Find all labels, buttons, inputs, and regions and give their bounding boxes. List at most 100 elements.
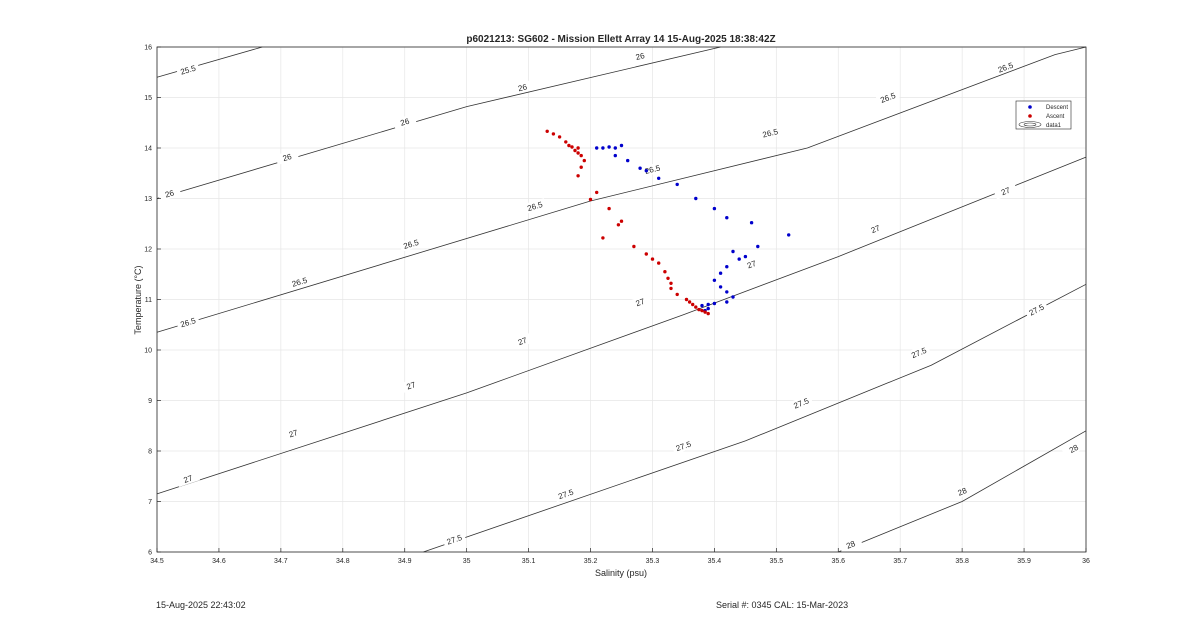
contour-label-bg bbox=[442, 531, 467, 548]
ascent-point bbox=[551, 132, 556, 136]
x-tick-label: 34.6 bbox=[212, 558, 226, 565]
descent-point bbox=[706, 306, 710, 311]
data-points bbox=[545, 129, 791, 316]
x-tick-label: 35 bbox=[463, 558, 471, 565]
contour-label-bg bbox=[281, 425, 306, 442]
contour-label-bg bbox=[906, 343, 931, 362]
contour-label: 26.5 bbox=[291, 276, 309, 289]
descent-point bbox=[712, 206, 717, 211]
legend-box bbox=[1015, 100, 1072, 130]
contour-label-bg bbox=[398, 235, 423, 252]
ascent-point bbox=[703, 310, 707, 314]
density-contours: 25.5262626262626.526.526.526.526.526.526… bbox=[156, 46, 1087, 554]
ascent-point bbox=[545, 129, 549, 133]
contour-label-bg bbox=[838, 535, 863, 554]
ascent-point bbox=[588, 197, 593, 202]
ascent-point bbox=[650, 257, 655, 261]
contour-label-bg bbox=[157, 185, 182, 202]
x-tick-label: 35.7 bbox=[893, 558, 907, 565]
contour-label: 27 bbox=[746, 259, 758, 271]
ascent-point bbox=[669, 286, 673, 291]
ascent-point bbox=[619, 219, 624, 223]
chart-title: p6021213: SG602 - Mission Ellett Array 1… bbox=[466, 34, 775, 45]
x-tick-label: 35.6 bbox=[831, 558, 845, 565]
contour-label-bg bbox=[392, 113, 417, 130]
y-tick-label: 13 bbox=[144, 196, 152, 203]
ascent-point bbox=[666, 276, 670, 280]
y-tick-label: 7 bbox=[148, 499, 152, 506]
legend-ascent-label: Ascent bbox=[1046, 114, 1065, 120]
ascent-point bbox=[684, 297, 689, 302]
x-tick-label: 36 bbox=[1082, 558, 1090, 565]
contour-label-bg bbox=[398, 377, 423, 394]
legend: Descent Ascent data1 bbox=[1015, 100, 1072, 130]
contour-label: 27 bbox=[870, 223, 882, 235]
footer-timestamp: 15-Aug-2025 22:43:02 bbox=[156, 600, 246, 610]
descent-point bbox=[626, 158, 630, 163]
ascent-point bbox=[579, 165, 583, 169]
ascent-point bbox=[663, 270, 667, 274]
x-tick-label: 35.3 bbox=[646, 558, 660, 565]
ascent-point bbox=[632, 244, 636, 249]
descent-point bbox=[675, 182, 679, 187]
contour-label: 25.5 bbox=[179, 64, 197, 77]
contour-label-bg bbox=[1024, 300, 1049, 320]
x-tick-label: 35.4 bbox=[708, 558, 722, 565]
y-tick-label: 16 bbox=[144, 45, 152, 52]
descent-point bbox=[706, 302, 710, 307]
contour-line-26.5 bbox=[156, 46, 1087, 333]
contour-label-bg bbox=[640, 161, 665, 177]
contour-line-27 bbox=[156, 156, 1087, 495]
ascent-point bbox=[616, 223, 621, 227]
footer-serial-cal: Serial #: 0345 CAL: 15-Mar-2023 bbox=[716, 600, 849, 610]
contour-label-bg bbox=[510, 332, 535, 350]
descent-point bbox=[725, 216, 729, 220]
contour-label: 27 bbox=[405, 380, 417, 391]
y-tick-label: 8 bbox=[148, 449, 152, 456]
ascent-point bbox=[576, 146, 580, 150]
descent-point bbox=[718, 271, 723, 275]
contour-label-bg bbox=[993, 182, 1018, 200]
x-tick-label: 34.9 bbox=[398, 558, 412, 565]
contour-label: 26.5 bbox=[526, 200, 544, 213]
contour-label-bg bbox=[758, 125, 783, 141]
contour-label-bg bbox=[175, 314, 200, 331]
descent-point bbox=[712, 278, 717, 282]
ascent-point bbox=[573, 148, 577, 153]
descent-point bbox=[638, 166, 642, 170]
contour-label-bg bbox=[875, 88, 900, 107]
descent-point bbox=[737, 257, 741, 261]
contour-label: 26 bbox=[635, 51, 646, 62]
contour-label: 26.5 bbox=[179, 316, 197, 329]
contour-label: 26 bbox=[282, 152, 294, 163]
ascent-point bbox=[564, 140, 568, 144]
contour-label: 26.5 bbox=[762, 127, 780, 140]
y-tick-label: 9 bbox=[148, 398, 152, 405]
x-tick-label: 35.5 bbox=[770, 558, 784, 565]
ascent-point bbox=[567, 143, 571, 148]
x-axis-label: Salinity (psu) bbox=[595, 568, 647, 578]
ascent-point bbox=[691, 302, 695, 307]
contour-label-bg bbox=[175, 470, 200, 487]
contour-line-25.5 bbox=[156, 46, 263, 78]
contour-label-bg bbox=[950, 482, 975, 501]
contour-label: 27 bbox=[1000, 185, 1012, 197]
ascent-point bbox=[576, 151, 580, 155]
ascent-point bbox=[595, 190, 599, 195]
contour-label: 27 bbox=[288, 428, 300, 439]
descent-point bbox=[756, 244, 760, 249]
contour-line-26 bbox=[156, 46, 721, 199]
descent-point bbox=[749, 221, 754, 225]
axis-ticks: 34.5 34.6 34.7 34.8 34.9 35 35.1 35.2 35.3 35.4 35… bbox=[144, 45, 1090, 566]
contour-label-bg bbox=[275, 149, 300, 166]
descent-point bbox=[613, 153, 617, 158]
ascent-point bbox=[694, 305, 698, 309]
descent-point bbox=[725, 265, 729, 269]
contour-label-bg bbox=[789, 394, 814, 412]
contour-label-bg bbox=[863, 220, 888, 238]
contour-line-27.5 bbox=[423, 283, 1087, 553]
contour-label: 26.5 bbox=[402, 238, 420, 251]
descent-point bbox=[619, 143, 624, 148]
ascent-point bbox=[687, 300, 692, 304]
